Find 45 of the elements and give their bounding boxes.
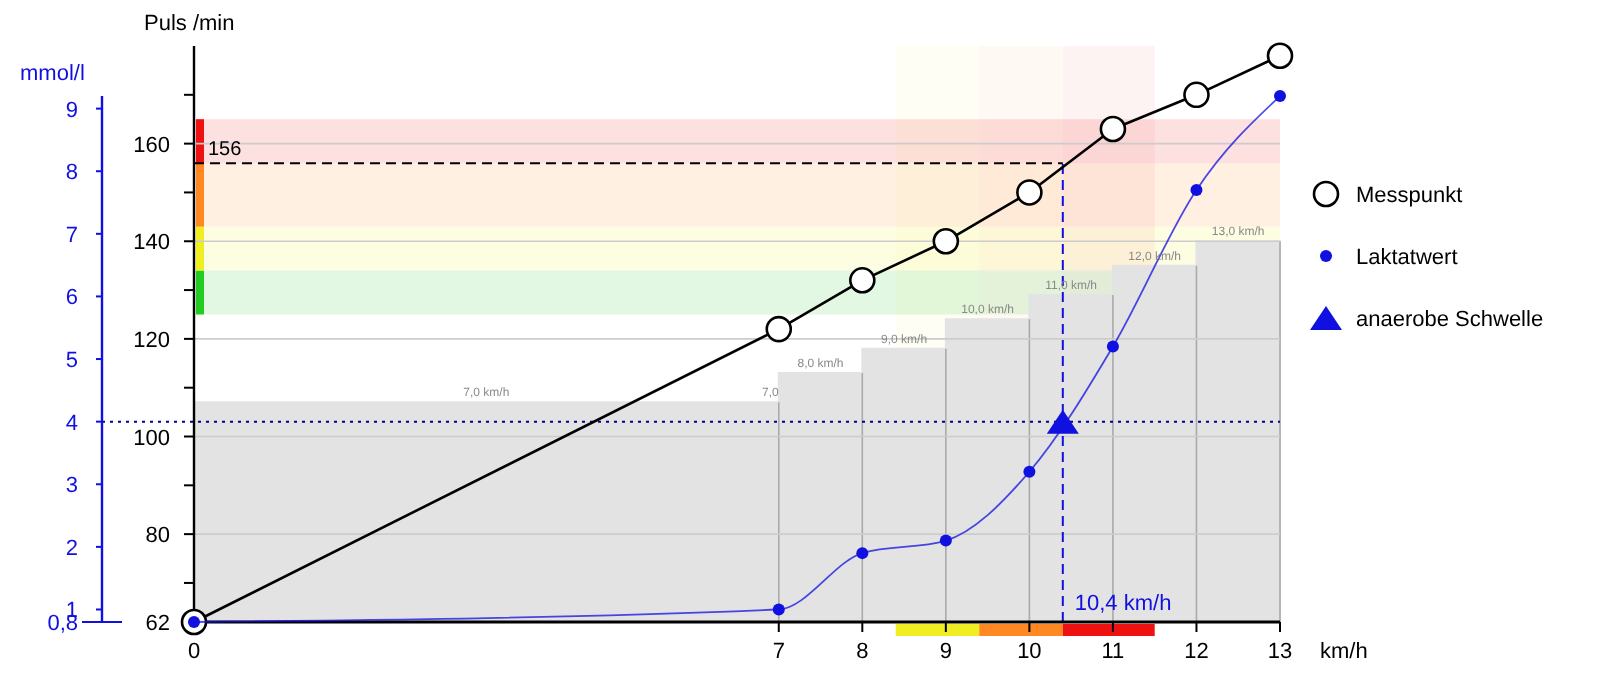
y2-tick-label: 9: [65, 98, 78, 123]
legend-label: Laktatwert: [1356, 246, 1458, 270]
ref-line-label: 156: [208, 139, 243, 162]
legend-label: Messpunkt: [1356, 184, 1463, 208]
point: [1190, 184, 1203, 196]
point: [939, 534, 952, 547]
point: [765, 315, 793, 343]
y2-axis-title: mmol/l: [20, 62, 85, 86]
point: [1106, 340, 1119, 353]
point: [932, 227, 960, 255]
x-tick-label: 9: [939, 640, 952, 664]
y-tick-label: 120: [133, 328, 170, 353]
point: [856, 547, 869, 560]
x-tick-label: 7: [772, 640, 785, 664]
y2-tick-label: 4: [65, 411, 78, 436]
y2-tick-label: 0,8: [47, 612, 78, 636]
y2-tick-label: 2: [65, 536, 78, 561]
point: [849, 267, 876, 294]
x-tick-label: 11: [1101, 640, 1125, 664]
x-tick-label: 10: [1017, 640, 1042, 664]
y-axis-title: Puls /min: [144, 12, 235, 36]
y2-tick-label: 6: [65, 286, 78, 311]
point: [772, 603, 785, 616]
y2-tick-label: 3: [65, 474, 78, 499]
x-tick-label: 13: [1267, 640, 1293, 664]
x-tick-label: 8: [856, 640, 869, 664]
point: [1016, 179, 1043, 206]
x-tick-label: 0: [187, 640, 201, 664]
y2-tick-label: 8: [65, 161, 78, 186]
point: [1046, 409, 1079, 434]
point: [1183, 81, 1210, 109]
y-tick-label: 80: [145, 524, 170, 549]
y-tick-label: 100: [133, 426, 170, 451]
legend-label: anaerobe Schwelle: [1356, 308, 1544, 332]
point: [1274, 90, 1286, 103]
x-axis-title: km/h: [1320, 640, 1368, 664]
y-tick-label: 160: [133, 133, 170, 158]
x-tick-label: 12: [1184, 640, 1209, 664]
y-tick-label: 140: [133, 231, 170, 256]
y2-tick-label: 7: [65, 223, 78, 248]
y2-tick-label: 5: [65, 349, 78, 374]
ref-line-label: 10,4 km/h: [1074, 592, 1172, 616]
point: [1023, 465, 1036, 478]
y-tick-label: 62: [145, 612, 170, 636]
point: [1099, 115, 1127, 143]
